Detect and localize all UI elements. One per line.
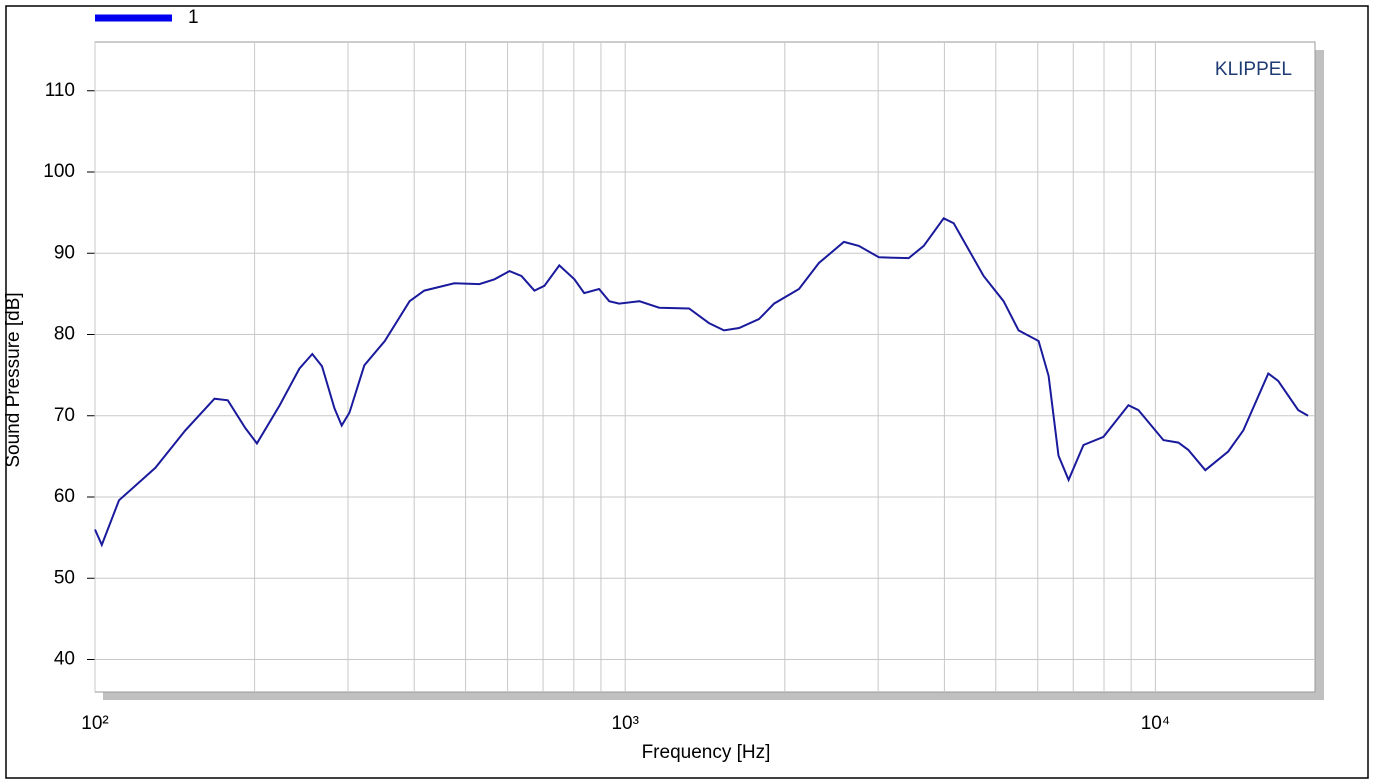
y-tick-label: 50 <box>54 567 75 588</box>
y-tick-label: 90 <box>54 242 75 263</box>
y-tick-label: 110 <box>45 80 75 101</box>
legend-label: 1 <box>188 7 199 28</box>
y-tick-label: 60 <box>54 486 75 507</box>
y-tick-label: 40 <box>54 649 75 670</box>
y-tick-label: 100 <box>43 161 75 182</box>
x-tick-label: 10³ <box>611 713 638 734</box>
x-tick-label: 10⁴ <box>1141 713 1170 734</box>
x-axis-label: Frequency [Hz] <box>642 742 771 763</box>
series-line <box>94 217 1309 548</box>
annotation: KLIPPEL <box>1215 59 1292 80</box>
y-tick-label: 70 <box>54 405 75 426</box>
y-axis-label: Sound Pressure [dB] <box>3 292 24 467</box>
y-tick-label: 80 <box>54 324 75 345</box>
x-tick-label: 10² <box>81 713 108 734</box>
plot-area <box>94 41 1316 693</box>
plot-shadow <box>103 692 1324 700</box>
plot-shadow <box>1315 50 1324 700</box>
